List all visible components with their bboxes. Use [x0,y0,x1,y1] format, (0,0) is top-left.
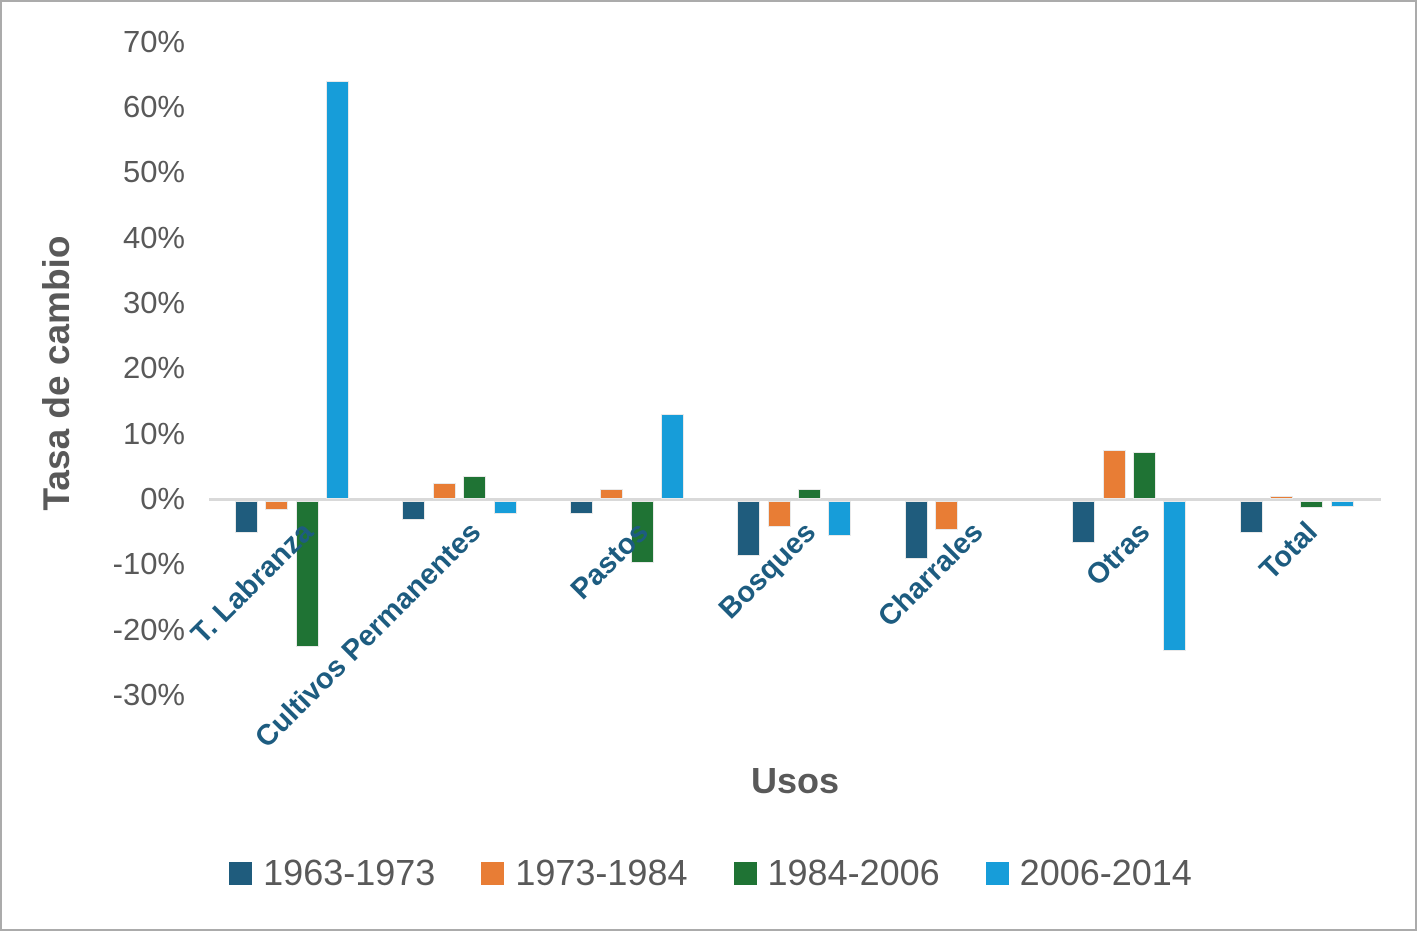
bar-1973-1984-Total [1269,496,1293,499]
y-tick-label: -10% [112,546,185,582]
x-category-label-Bosques: Bosques [712,516,822,626]
bar-1963-1973-Cultivos Permanentes [402,500,426,521]
bar-1963-1973-T. Labranza [235,500,258,534]
legend: 1963-1973 1973-1984 1984-2006 2006-2014 [2,852,1415,894]
y-tick-label: 60% [122,89,185,125]
y-tick-label: 30% [122,285,185,320]
bar-1963-1973-Charrales [904,500,928,560]
bar-1984-2006-Total [1300,500,1324,509]
bar-1963-1973-Total [1239,500,1263,534]
y-tick-label: -20% [112,611,185,647]
x-category-label-Total: Total [1254,516,1325,587]
x-axis-title: Usos [750,760,840,801]
legend-item-1973-1984: 1973-1984 [481,852,688,894]
bar-2006-2014-T. Labranza [326,80,350,499]
bar-1984-2006-Cultivos Permanentes [463,476,487,499]
bar-1963-1973-Otras [1072,500,1096,543]
y-tick-label: 10% [122,415,185,451]
legend-item-2006-2014: 2006-2014 [985,852,1192,894]
bar-2006-2014-Cultivos Permanentes [493,500,517,514]
legend-swatch-icon [481,861,505,885]
bar-1984-2006-Bosques [798,489,822,499]
bar-2006-2014-Bosques [828,500,852,537]
bar-1973-1984-Bosques [767,500,791,527]
legend-label: 1984-2006 [767,852,940,893]
y-tick-label: 20% [122,350,185,386]
y-tick-label: 40% [122,219,185,255]
bar-2006-2014-Otras [1163,500,1187,651]
y-tick-label: -30% [112,676,185,712]
bar-1963-1973-Bosques [737,500,761,557]
bar-2006-2014-Total [1330,500,1354,508]
x-axis-line [209,497,1381,501]
legend-label: 1973-1984 [515,852,688,893]
legend-label: 2006-2014 [1019,852,1192,893]
bar-1963-1973-Pastos [569,500,593,514]
legend-item-1984-2006: 1984-2006 [733,852,940,894]
y-tick-label: 50% [122,154,185,190]
legend-item-1963-1973: 1963-1973 [229,852,435,894]
x-category-label-Charrales: Charrales [872,516,990,634]
legend-swatch-icon [229,861,253,885]
bar-1973-1984-Charrales [935,500,959,530]
legend-label: 1963-1973 [263,852,436,893]
bar-1984-2006-T. Labranza [295,500,319,647]
y-tick-label: 0% [140,481,185,516]
y-tick-label: 70% [122,23,185,59]
bar-1973-1984-Cultivos Permanentes [432,482,456,499]
bar-1984-2006-Pastos [630,500,654,563]
bar-1973-1984-T. Labranza [265,500,289,511]
bar-2006-2014-Pastos [661,414,685,499]
bar-1973-1984-Otras [1102,450,1126,499]
legend-swatch-icon [733,861,757,885]
bar-1984-2006-Otras [1132,451,1156,499]
legend-swatch-icon [985,861,1009,885]
bar-1973-1984-Pastos [600,489,624,499]
